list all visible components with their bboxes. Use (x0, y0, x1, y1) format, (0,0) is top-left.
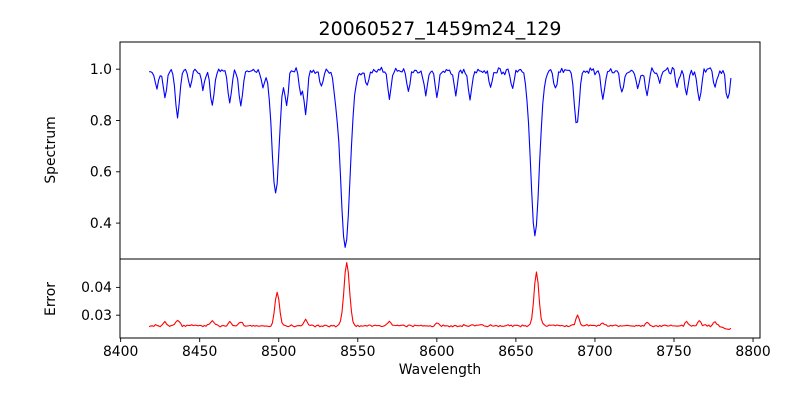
x-tick-label: 8750 (656, 344, 691, 360)
spectrum-y-axis-label: Spectrum (43, 116, 59, 183)
error-y-axis-label: Error (43, 282, 59, 316)
y-tick-label: 0.4 (90, 216, 112, 232)
y-tick-label: 0.04 (81, 280, 112, 296)
y-tick-label: 1.0 (90, 62, 112, 78)
spectrum-line (149, 66, 732, 248)
x-tick-label: 8500 (261, 344, 296, 360)
x-axis-label: Wavelength (399, 362, 481, 378)
spectrum-axes: 0.4 0.6 0.8 1.0 (90, 41, 761, 260)
x-tick-label: 8700 (577, 344, 612, 360)
y-tick-label: 0.8 (90, 113, 112, 129)
error-line (148, 262, 732, 330)
x-tick-label: 8450 (182, 344, 217, 360)
error-axes: 0.03 0.04 8400 8450 8500 8550 8600 8650 8700 8750… (81, 258, 771, 360)
chart-title: 20060527_1459m24_129 (318, 18, 561, 40)
error-axes-box (119, 258, 761, 339)
x-tick-label: 8800 (735, 344, 770, 360)
x-tick-label: 8600 (419, 344, 454, 360)
x-tick-label: 8400 (103, 344, 138, 360)
y-tick-label: 0.03 (81, 308, 112, 324)
x-tick-label: 8650 (498, 344, 533, 360)
x-tick-label: 8550 (340, 344, 375, 360)
y-tick-label: 0.6 (90, 165, 112, 181)
